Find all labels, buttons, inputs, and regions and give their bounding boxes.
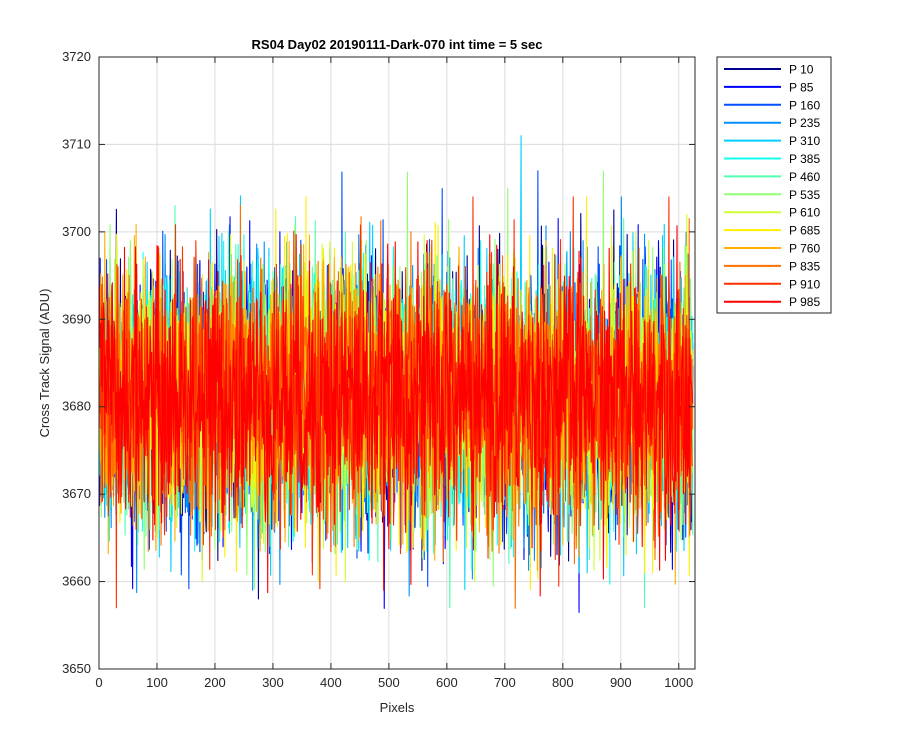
legend: P 10 P 85 P 160 P 235 P 310 P 385 P 460 P 535 P …: [716, 56, 832, 314]
chart-title: RS04 Day02 20190111-Dark-070 int time = …: [252, 37, 543, 52]
x-tick-label: 900: [610, 675, 632, 690]
legend-label: P 10: [789, 63, 814, 77]
x-tick-label: 500: [378, 675, 400, 690]
axis-ticks: 0 100 200 300 400 500 600 700 800 900 1000 3650 3660…: [62, 49, 695, 690]
legend-box: [716, 56, 832, 314]
y-tick-label: 3720: [62, 49, 91, 64]
legend-label: P 310: [789, 134, 820, 148]
x-tick-label: 100: [146, 675, 168, 690]
x-tick-label: 700: [494, 675, 516, 690]
y-tick-label: 3710: [62, 136, 91, 151]
legend-label: P 235: [789, 116, 820, 130]
y-tick-label: 3660: [62, 574, 91, 589]
data-series: [99, 135, 694, 613]
series-line-p985: [99, 225, 694, 597]
axes-box: [98, 56, 696, 670]
y-tick-label: 3680: [62, 399, 91, 414]
x-tick-label: 400: [320, 675, 342, 690]
x-tick-label: 300: [262, 675, 284, 690]
legend-label: P 835: [789, 259, 820, 273]
y-tick-label: 3700: [62, 224, 91, 239]
legend-label: P 910: [789, 277, 820, 291]
legend-label: P 385: [789, 152, 820, 166]
legend-label: P 460: [789, 170, 820, 184]
legend-label: P 535: [789, 188, 820, 202]
legend-label: P 985: [789, 295, 820, 309]
x-tick-label: 800: [552, 675, 574, 690]
legend-label: P 85: [789, 80, 814, 94]
legend-label: P 685: [789, 224, 820, 238]
x-tick-label: 200: [204, 675, 226, 690]
legend-label: P 760: [789, 242, 820, 256]
x-tick-label: 1000: [664, 675, 693, 690]
x-tick-label: 0: [95, 675, 102, 690]
y-tick-label: 3690: [62, 311, 91, 326]
legend-label: P 610: [789, 206, 820, 220]
y-axis-label: Cross Track Signal (ADU): [37, 289, 52, 438]
y-tick-label: 3650: [62, 661, 91, 676]
x-axis-label: Pixels: [380, 700, 415, 715]
legend-label: P 160: [789, 98, 820, 112]
x-tick-label: 600: [436, 675, 458, 690]
y-tick-label: 3670: [62, 486, 91, 501]
